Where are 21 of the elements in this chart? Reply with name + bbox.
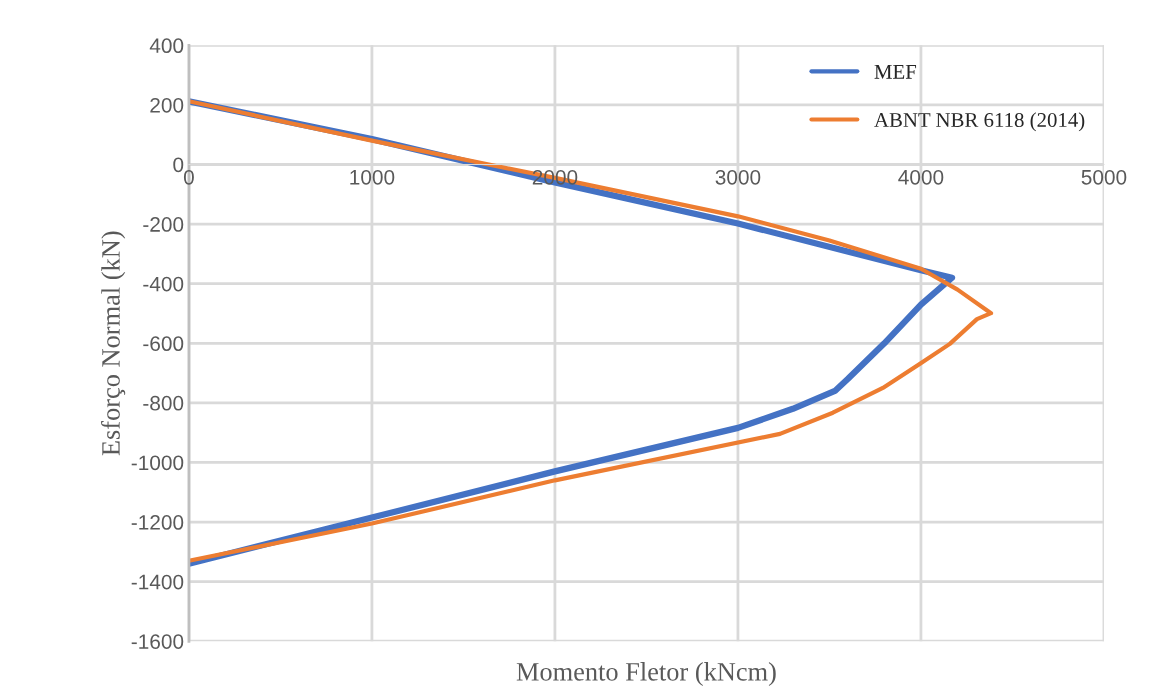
x-tick-label: 1000 <box>350 169 395 185</box>
y-tick-label: -600 <box>143 336 184 352</box>
x-tick-label: 0 <box>183 169 194 185</box>
y-tick-label: 200 <box>150 97 184 113</box>
y-tick-label: -400 <box>143 276 184 292</box>
y-tick-label: -1400 <box>131 574 184 590</box>
y-tick-label: -1200 <box>131 515 184 530</box>
x-tick-label: 4000 <box>898 169 944 185</box>
x-tick-label: 5000 <box>1081 169 1127 185</box>
y-axis-title: Esforço Normal (kN) <box>101 231 126 456</box>
x-axis-title: Momento Fletor (kNcm) <box>516 662 776 687</box>
legend-label: ABNT NBR 6118 (2014) <box>874 112 1085 132</box>
y-tick-label: -1600 <box>131 634 184 649</box>
y-tick-label: 0 <box>173 157 184 173</box>
legend-label: MEF <box>874 65 917 79</box>
y-tick-label: -800 <box>143 395 184 411</box>
x-tick-label: 3000 <box>715 169 761 185</box>
x-tick-label: 2000 <box>532 169 578 185</box>
y-tick-label: -200 <box>143 217 184 232</box>
y-tick-label: -1000 <box>131 455 184 471</box>
y-tick-label: 400 <box>149 38 184 54</box>
